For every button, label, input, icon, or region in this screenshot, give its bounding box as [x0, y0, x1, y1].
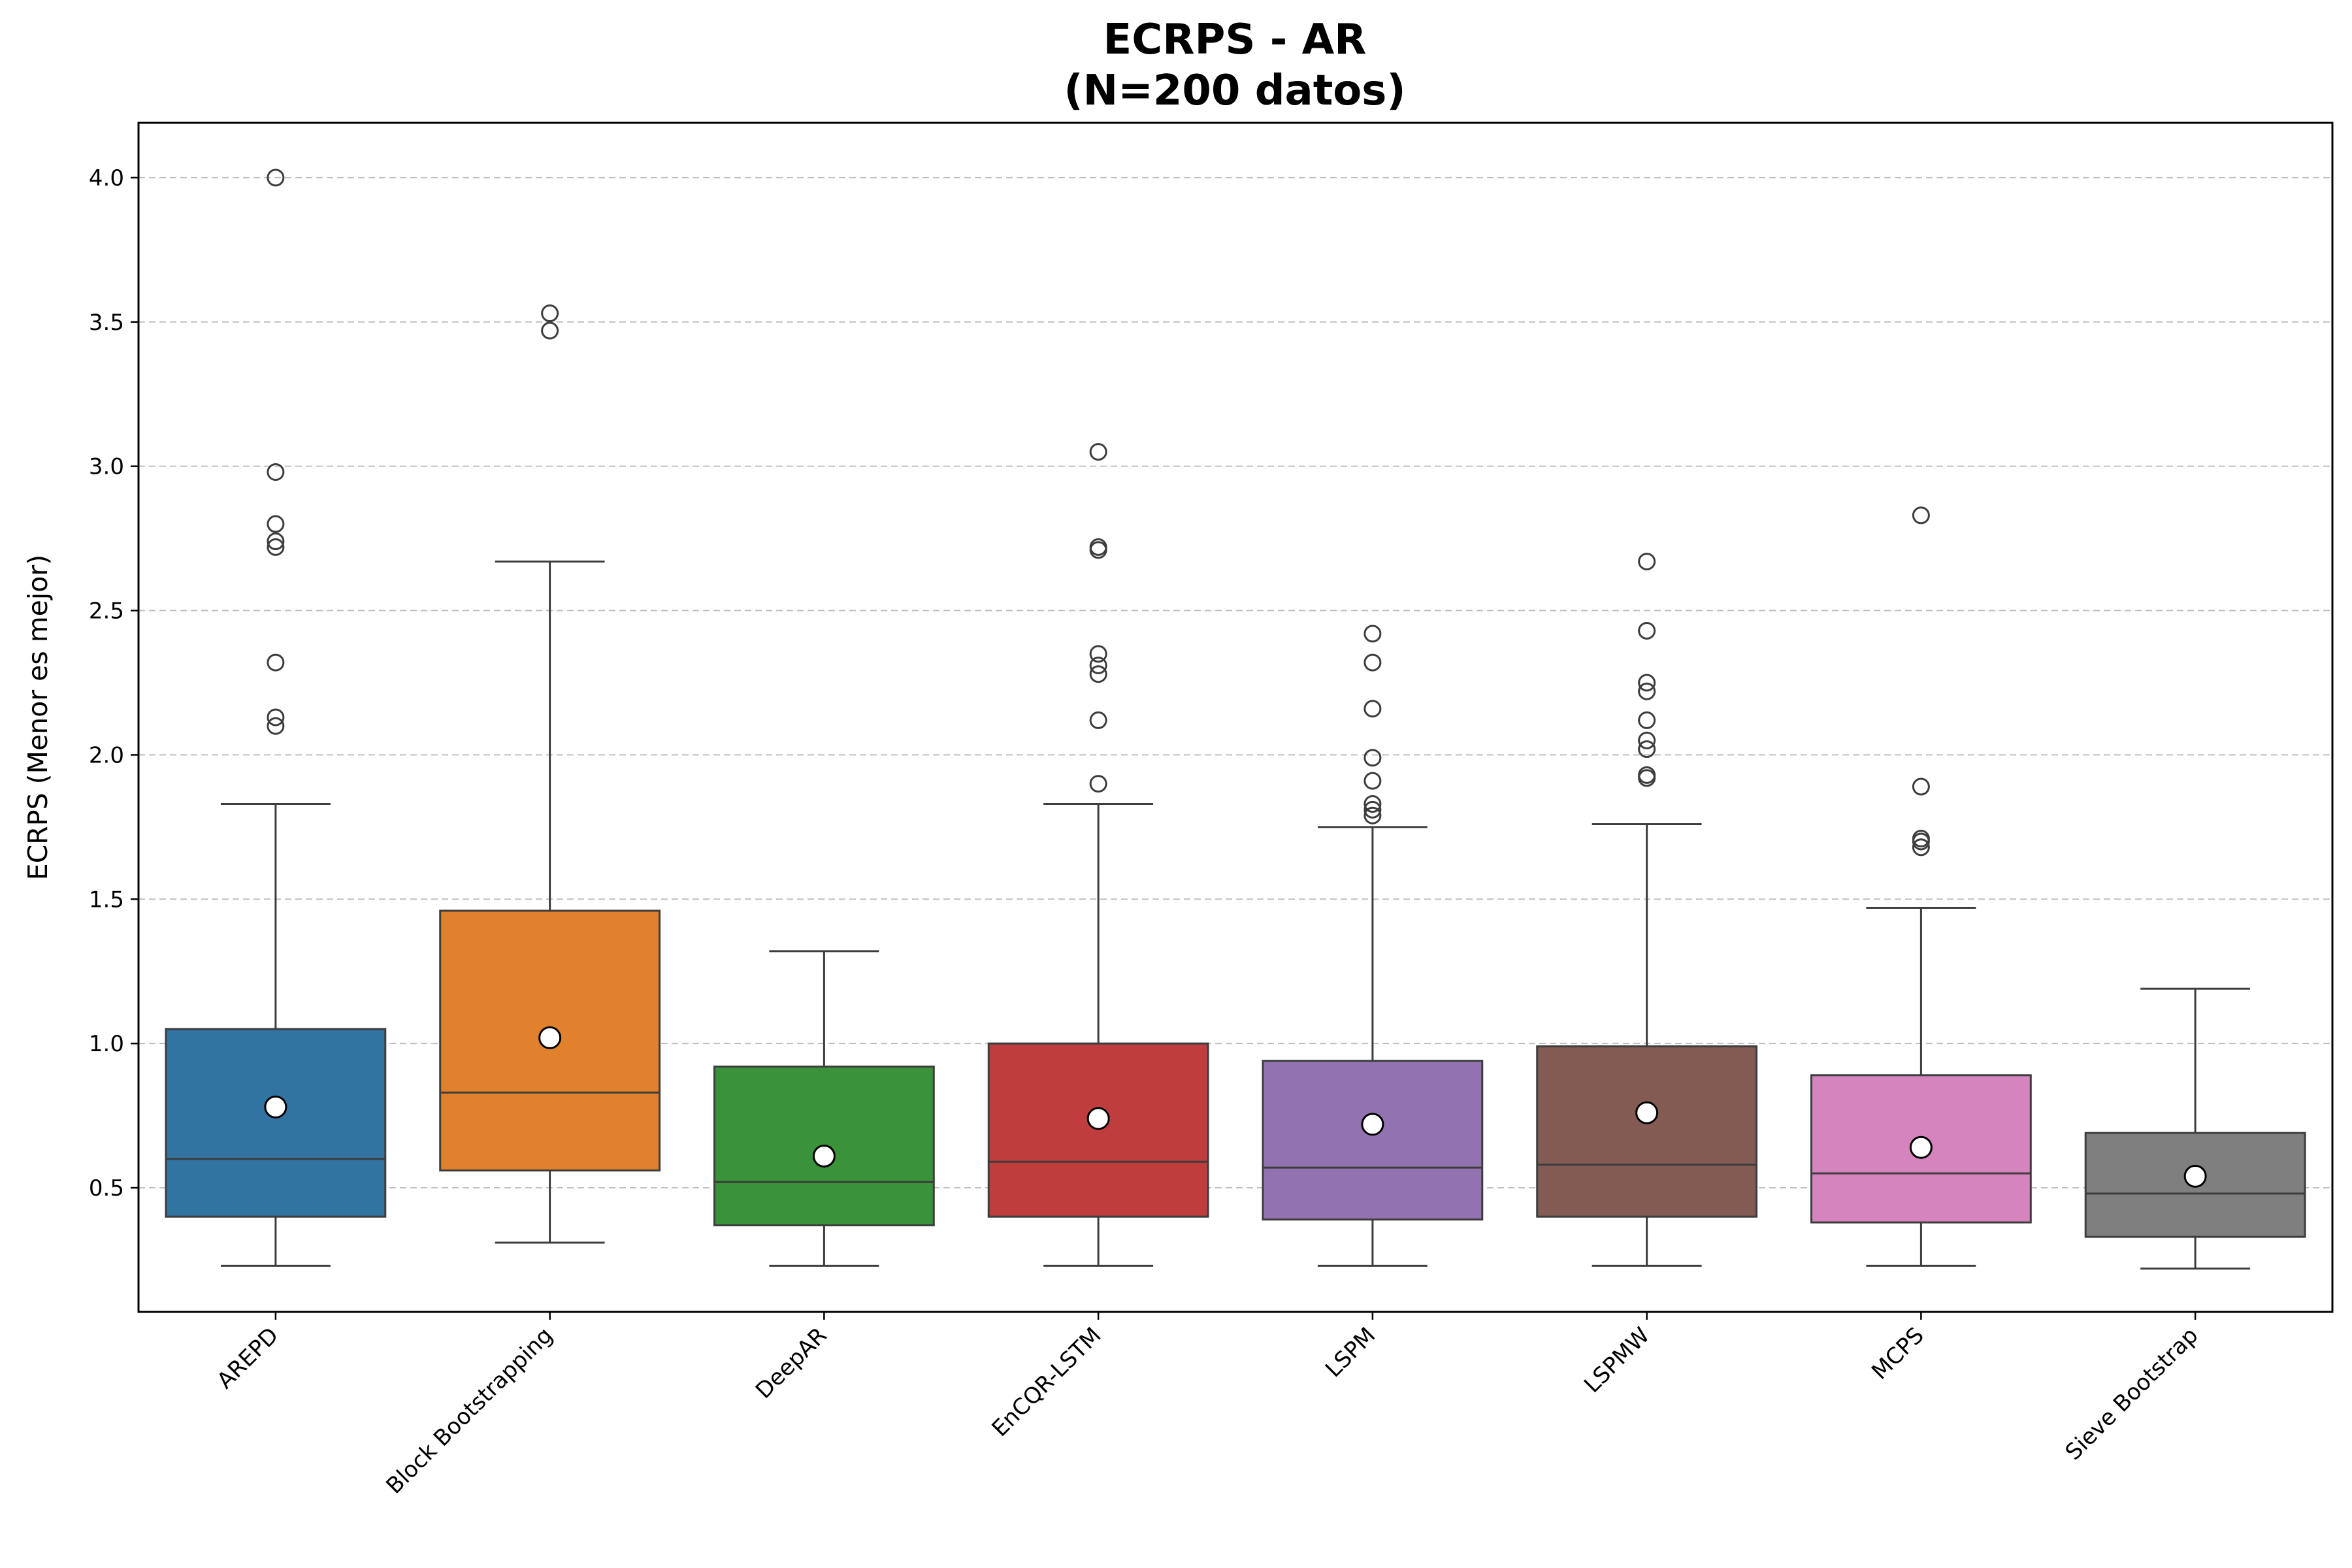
box-iqr: [987, 1042, 1209, 1218]
outlier-point: [267, 653, 285, 672]
mean-marker: [812, 1144, 836, 1168]
y-tick-label: 0.5: [89, 1175, 124, 1201]
x-tick-label: Block Bootstrapping: [381, 1322, 558, 1499]
box-block-bootstrapping: [439, 304, 661, 1244]
outlier-point: [1089, 656, 1107, 674]
mean-marker: [538, 1026, 562, 1049]
x-tick-label: MCPS: [1867, 1322, 1929, 1385]
outlier-point: [267, 532, 285, 551]
x-tick-label: Sieve Bootstrap: [2061, 1322, 2204, 1465]
x-tick-label: DeepAR: [751, 1322, 832, 1404]
box-iqr: [1262, 1060, 1484, 1221]
outlier-point: [1638, 682, 1656, 700]
outlier-point: [267, 538, 285, 556]
outlier-point: [1364, 625, 1382, 643]
outlier-point: [1364, 800, 1382, 819]
outlier-point: [1089, 665, 1107, 683]
y-axis-label: ECRPS (Menor es mejor): [22, 555, 54, 880]
outlier-point: [541, 321, 559, 340]
plot-frame: [137, 122, 2334, 1313]
mean-marker: [1086, 1107, 1110, 1130]
box-iqr: [713, 1066, 935, 1226]
mean-marker: [1635, 1101, 1659, 1124]
outlier-point: [1089, 443, 1107, 461]
x-tick-label: EnCQR-LSTM: [987, 1322, 1107, 1442]
chart-title-line-2: (N=200 datos): [1064, 67, 1405, 115]
y-tick-label: 2.5: [89, 598, 124, 625]
y-tick-label: 1.0: [89, 1031, 124, 1057]
outlier-point: [1912, 832, 1930, 851]
box-encqr-lstm: [987, 443, 1209, 1267]
outlier-point: [267, 708, 285, 727]
outlier-point: [1364, 700, 1382, 718]
outlier-point: [1638, 711, 1656, 729]
outlier-point: [1638, 552, 1656, 570]
mean-marker: [1909, 1135, 1933, 1159]
mean-marker: [1361, 1113, 1384, 1136]
x-tick-label: LSPM: [1320, 1322, 1380, 1382]
outlier-point: [267, 717, 285, 735]
outlier-point: [1912, 777, 1930, 796]
mean-marker: [2183, 1164, 2207, 1188]
outlier-point: [267, 169, 285, 187]
box-sieve-bootstrap: [2084, 987, 2306, 1270]
outlier-point: [1089, 645, 1107, 663]
box-deepar: [713, 950, 935, 1267]
y-axis: 0.5 1.0 1.5 2.0 2.5 3.0 3.5 4.0: [89, 165, 139, 1201]
y-tick-label: 1.5: [89, 887, 124, 913]
outlier-point: [1638, 740, 1656, 759]
outlier-point: [1638, 674, 1656, 692]
y-tick-label: 3.0: [89, 454, 124, 480]
box-iqr: [165, 1028, 387, 1218]
x-tick-label: LSPMW: [1579, 1322, 1655, 1398]
outlier-point: [267, 515, 285, 533]
outlier-point: [1364, 806, 1382, 825]
outlier-point: [1638, 731, 1656, 749]
outlier-point: [1364, 795, 1382, 813]
outlier-point: [1089, 711, 1107, 729]
outlier-point: [1364, 749, 1382, 767]
outlier-point: [1089, 541, 1107, 559]
x-axis: AREPD Block Bootstrapping DeepAR EnCQR-LSTM…: [212, 1312, 2204, 1499]
outlier-point: [267, 463, 285, 482]
outlier-point: [1912, 506, 1930, 525]
outlier-point: [1364, 653, 1382, 672]
mean-marker: [264, 1095, 287, 1119]
outlier-point: [1089, 775, 1107, 793]
box-lspm: [1262, 625, 1484, 1267]
outlier-point: [1638, 769, 1656, 787]
y-tick-label: 2.0: [89, 742, 124, 768]
box-mcps: [1810, 506, 2032, 1267]
outlier-point: [1638, 621, 1656, 640]
box-iqr: [1536, 1045, 1758, 1218]
outlier-point: [541, 304, 559, 323]
outlier-point: [1364, 772, 1382, 790]
y-tick-label: 3.5: [89, 310, 124, 336]
box-plots: [165, 169, 2306, 1270]
box-arepd: [165, 169, 387, 1267]
chart-title-line-1: ECRPS - AR: [1103, 16, 1367, 64]
y-tick-label: 4.0: [89, 165, 124, 191]
outlier-point: [1912, 838, 1930, 857]
box-lspmw: [1536, 552, 1758, 1267]
x-tick-label: AREPD: [212, 1322, 284, 1394]
